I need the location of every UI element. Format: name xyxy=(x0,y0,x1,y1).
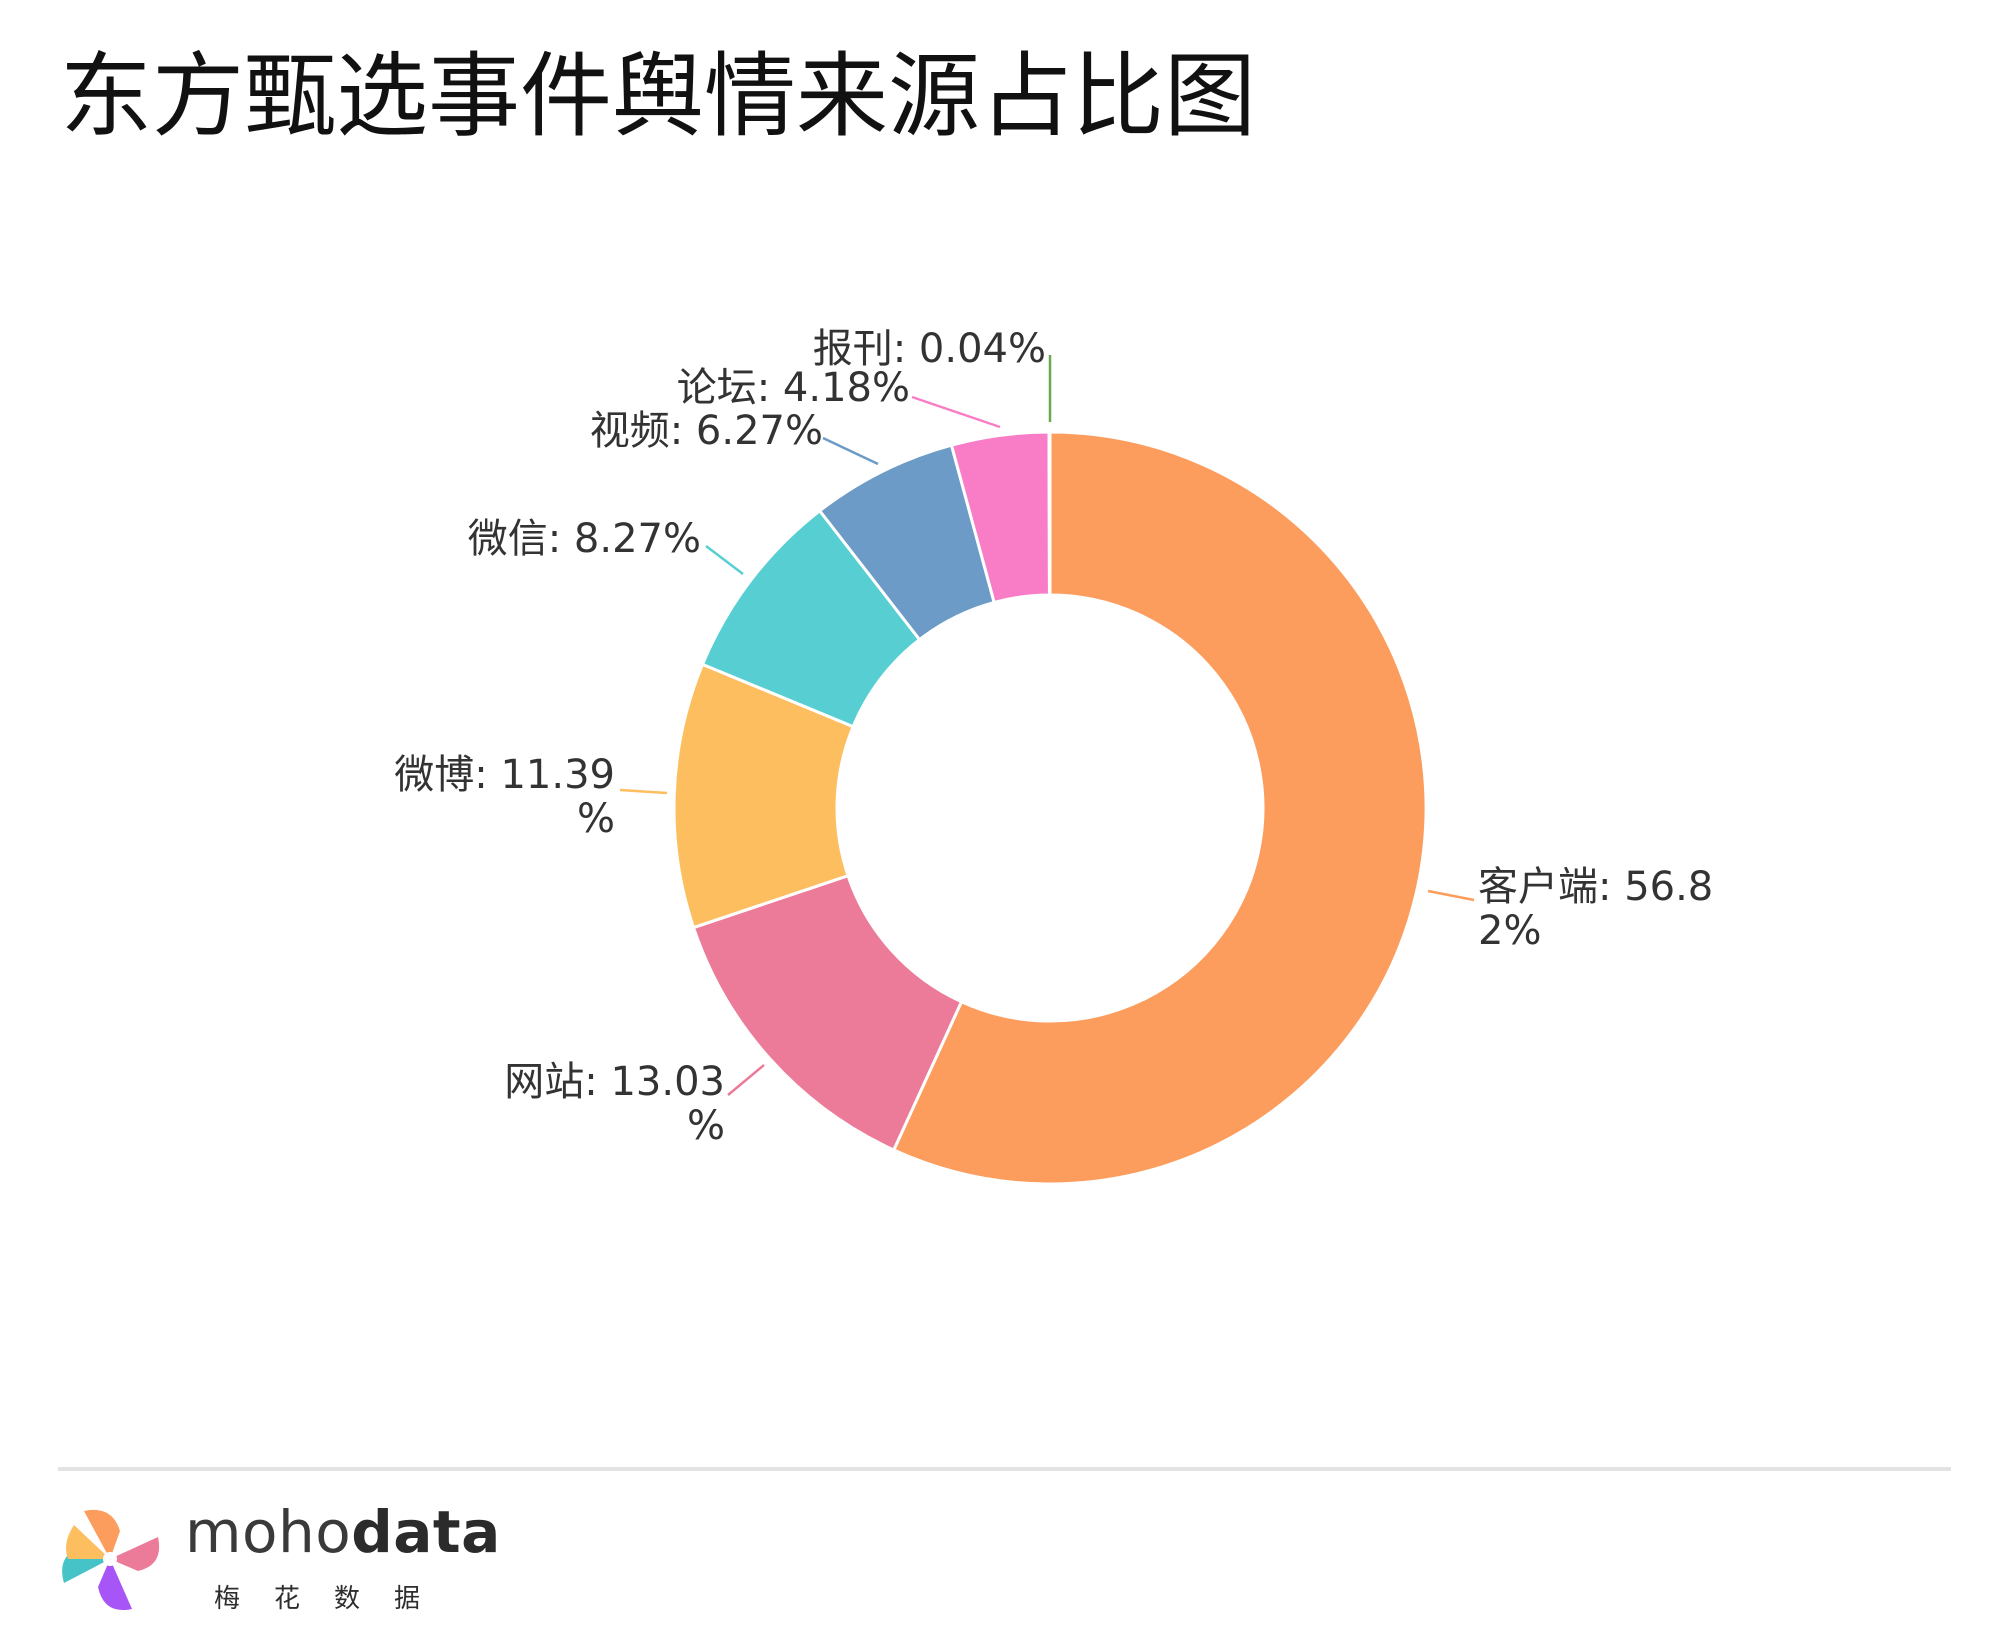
slice-label-网站: 网站: 13.03 xyxy=(504,1059,725,1105)
leader-line-客户端 xyxy=(1427,889,1475,902)
brand-prefix: moho xyxy=(185,1498,352,1566)
slice-label-微信: 微信: 8.27% xyxy=(468,516,701,562)
donut-slices xyxy=(672,430,1428,1186)
chart-title: 东方甄选事件舆情来源占比图 xyxy=(60,43,1257,150)
leader-line-微博 xyxy=(619,788,668,795)
slice-网站[interactable] xyxy=(691,873,964,1152)
donut-chart: 客户端: 56.82%网站: 13.03%微博: 11.39%微信: 8.27%… xyxy=(394,326,1713,1186)
slice-报刊[interactable] xyxy=(1047,430,1052,597)
leader-line-论坛 xyxy=(911,395,1001,429)
slice-label-网站: % xyxy=(687,1103,725,1149)
slice-label-视频: 视频: 6.27% xyxy=(590,408,823,454)
leader-line-微信 xyxy=(705,545,744,575)
slice-labels: 客户端: 56.82%网站: 13.03%微博: 11.39%微信: 8.27%… xyxy=(394,326,1713,1149)
brand-suffix: data xyxy=(351,1498,501,1566)
pinwheel-logo-icon xyxy=(62,1509,160,1611)
slice-label-论坛: 论坛: 4.18% xyxy=(677,365,910,411)
leader-line-网站 xyxy=(727,1064,765,1096)
slice-label-报刊: 报刊: 0.04% xyxy=(813,326,1046,372)
slice-label-微博: 微博: 11.39 xyxy=(394,752,615,798)
slice-客户端[interactable] xyxy=(891,430,1428,1186)
footer-divider xyxy=(58,1467,1951,1471)
label-leader-lines xyxy=(619,355,1475,1096)
slice-label-客户端: 客户端: 56.8 xyxy=(1478,864,1713,910)
slice-label-微博: % xyxy=(577,796,615,842)
slice-label-客户端: 2% xyxy=(1478,908,1541,954)
brand-wordmark: mohodata xyxy=(185,1503,501,1561)
brand-subtitle: 梅花数据 xyxy=(214,1584,455,1614)
leader-line-视频 xyxy=(822,436,879,466)
